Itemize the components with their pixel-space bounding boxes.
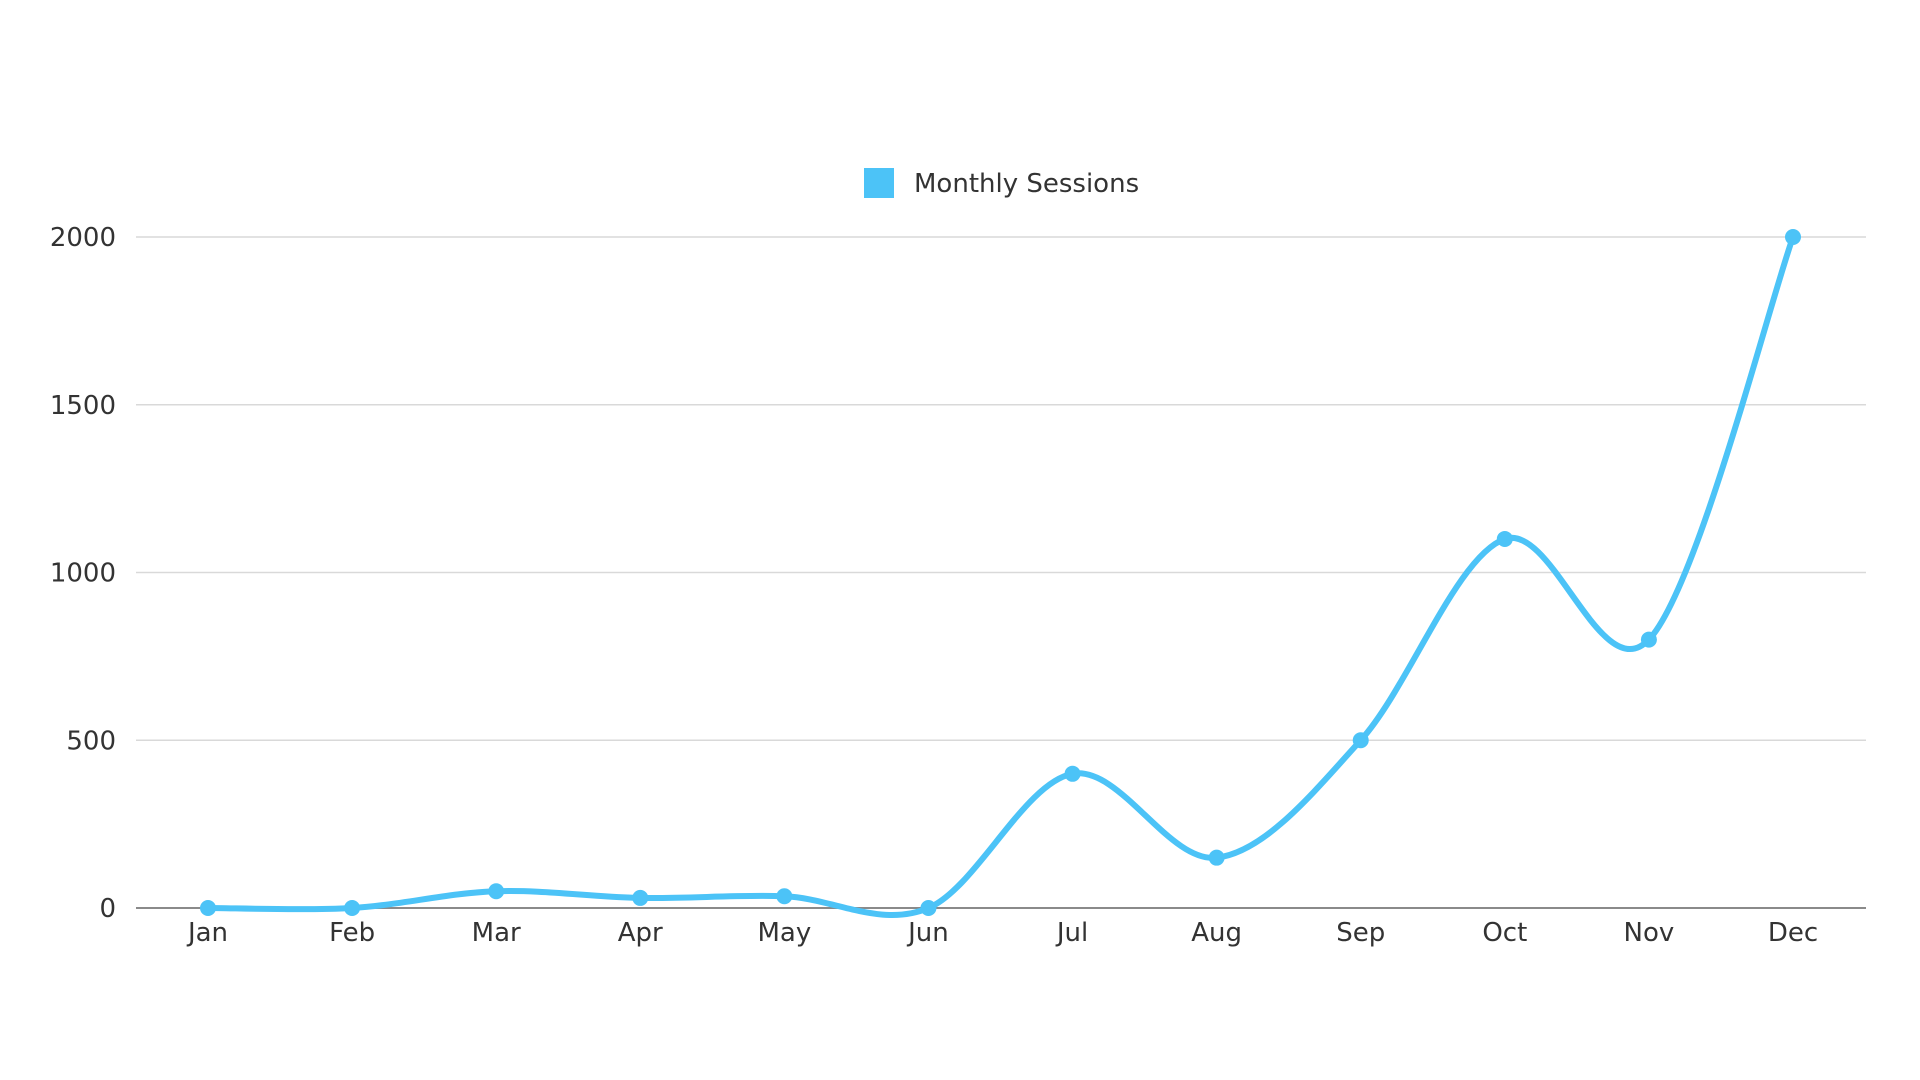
series-lines	[205, 234, 1796, 918]
y-axis-ticks: 0 500 1000 1500 2000	[50, 223, 116, 924]
y-tick-label: 500	[66, 726, 116, 756]
x-tick-label: Aug	[1191, 918, 1242, 948]
x-tick-label: Apr	[618, 918, 663, 948]
data-point-jun	[920, 900, 937, 916]
data-point-apr	[632, 889, 649, 906]
legend-swatch	[864, 168, 894, 198]
data-point-mar	[488, 883, 505, 900]
y-tick-label: 1000	[50, 559, 116, 589]
data-point-feb	[344, 900, 361, 916]
data-point-jan	[200, 900, 216, 916]
series-points	[200, 229, 1801, 916]
data-point-jul	[1064, 765, 1081, 782]
data-point-may	[776, 888, 793, 905]
x-tick-label: Jul	[1055, 918, 1088, 948]
series-line-0	[205, 234, 1796, 918]
x-tick-label: Nov	[1624, 918, 1675, 948]
x-axis-ticks: Jan Feb Mar Apr May Jun Jul Aug Sep Oct Nov Dec	[186, 918, 1818, 948]
data-point-oct	[1496, 530, 1513, 547]
x-tick-label: Jun	[906, 918, 949, 948]
x-tick-label: Oct	[1482, 918, 1527, 948]
x-tick-label: Dec	[1768, 918, 1818, 948]
data-point-dec	[1785, 229, 1801, 245]
x-tick-label: Feb	[329, 918, 375, 948]
data-point-aug	[1208, 849, 1225, 866]
legend: Monthly Sessions	[864, 168, 1139, 199]
legend-label: Monthly Sessions	[914, 169, 1139, 199]
data-point-nov	[1640, 631, 1657, 648]
y-tick-label: 2000	[50, 223, 116, 253]
y-tick-label: 0	[99, 894, 116, 924]
x-tick-label: May	[757, 918, 811, 948]
x-tick-label: Mar	[472, 918, 521, 948]
data-point-sep	[1352, 732, 1369, 749]
x-tick-label: Jan	[186, 918, 228, 948]
y-tick-label: 1500	[50, 391, 116, 421]
gridlines	[136, 236, 1866, 741]
x-tick-label: Sep	[1336, 918, 1385, 948]
